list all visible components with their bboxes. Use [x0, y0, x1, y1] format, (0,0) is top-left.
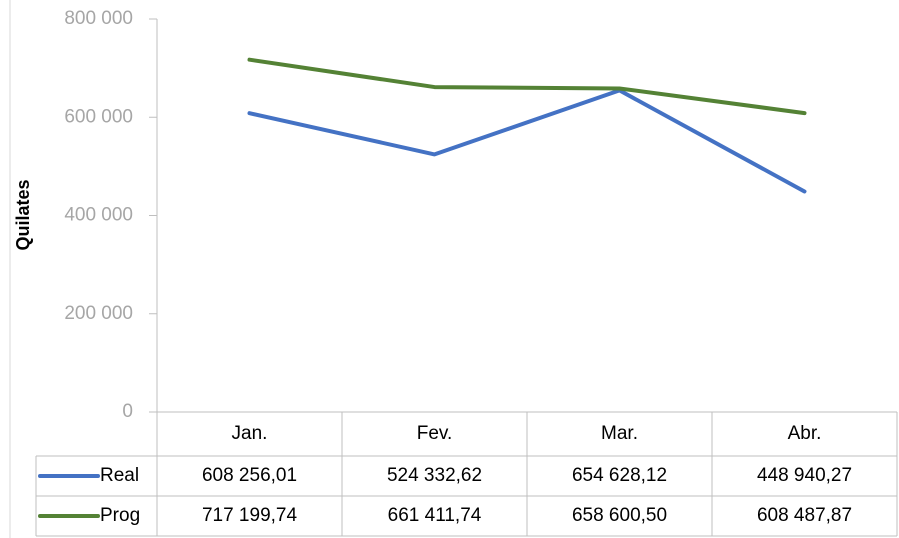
series-line	[247, 88, 807, 194]
y-tick-label: 200 000	[64, 303, 133, 324]
table-value: 717 199,74	[202, 505, 298, 526]
x-tick-label: Fev.	[417, 423, 453, 444]
y-tick-label: 800 000	[64, 8, 133, 29]
table-value: 448 940,27	[757, 465, 852, 486]
x-tick-label: Mar.	[601, 423, 638, 444]
y-tick-label: 0	[122, 401, 133, 422]
table-value: 654 628,12	[572, 465, 667, 486]
legend-label: Prog	[100, 505, 140, 526]
table-value: 608 256,01	[202, 465, 297, 486]
y-axis-title: Quilates	[13, 179, 33, 250]
table-value: 608 487,87	[757, 505, 852, 526]
table-value: 524 332,62	[387, 465, 482, 486]
table-value: 658 600,50	[572, 505, 667, 526]
series-line	[247, 57, 807, 116]
x-tick-label: Abr.	[788, 423, 822, 444]
table-value: 661 411,74	[388, 505, 482, 526]
legend-label: Real	[100, 465, 139, 486]
y-tick-label: 600 000	[64, 106, 133, 127]
x-tick-label: Jan.	[232, 423, 268, 444]
y-tick-label: 400 000	[64, 205, 133, 226]
